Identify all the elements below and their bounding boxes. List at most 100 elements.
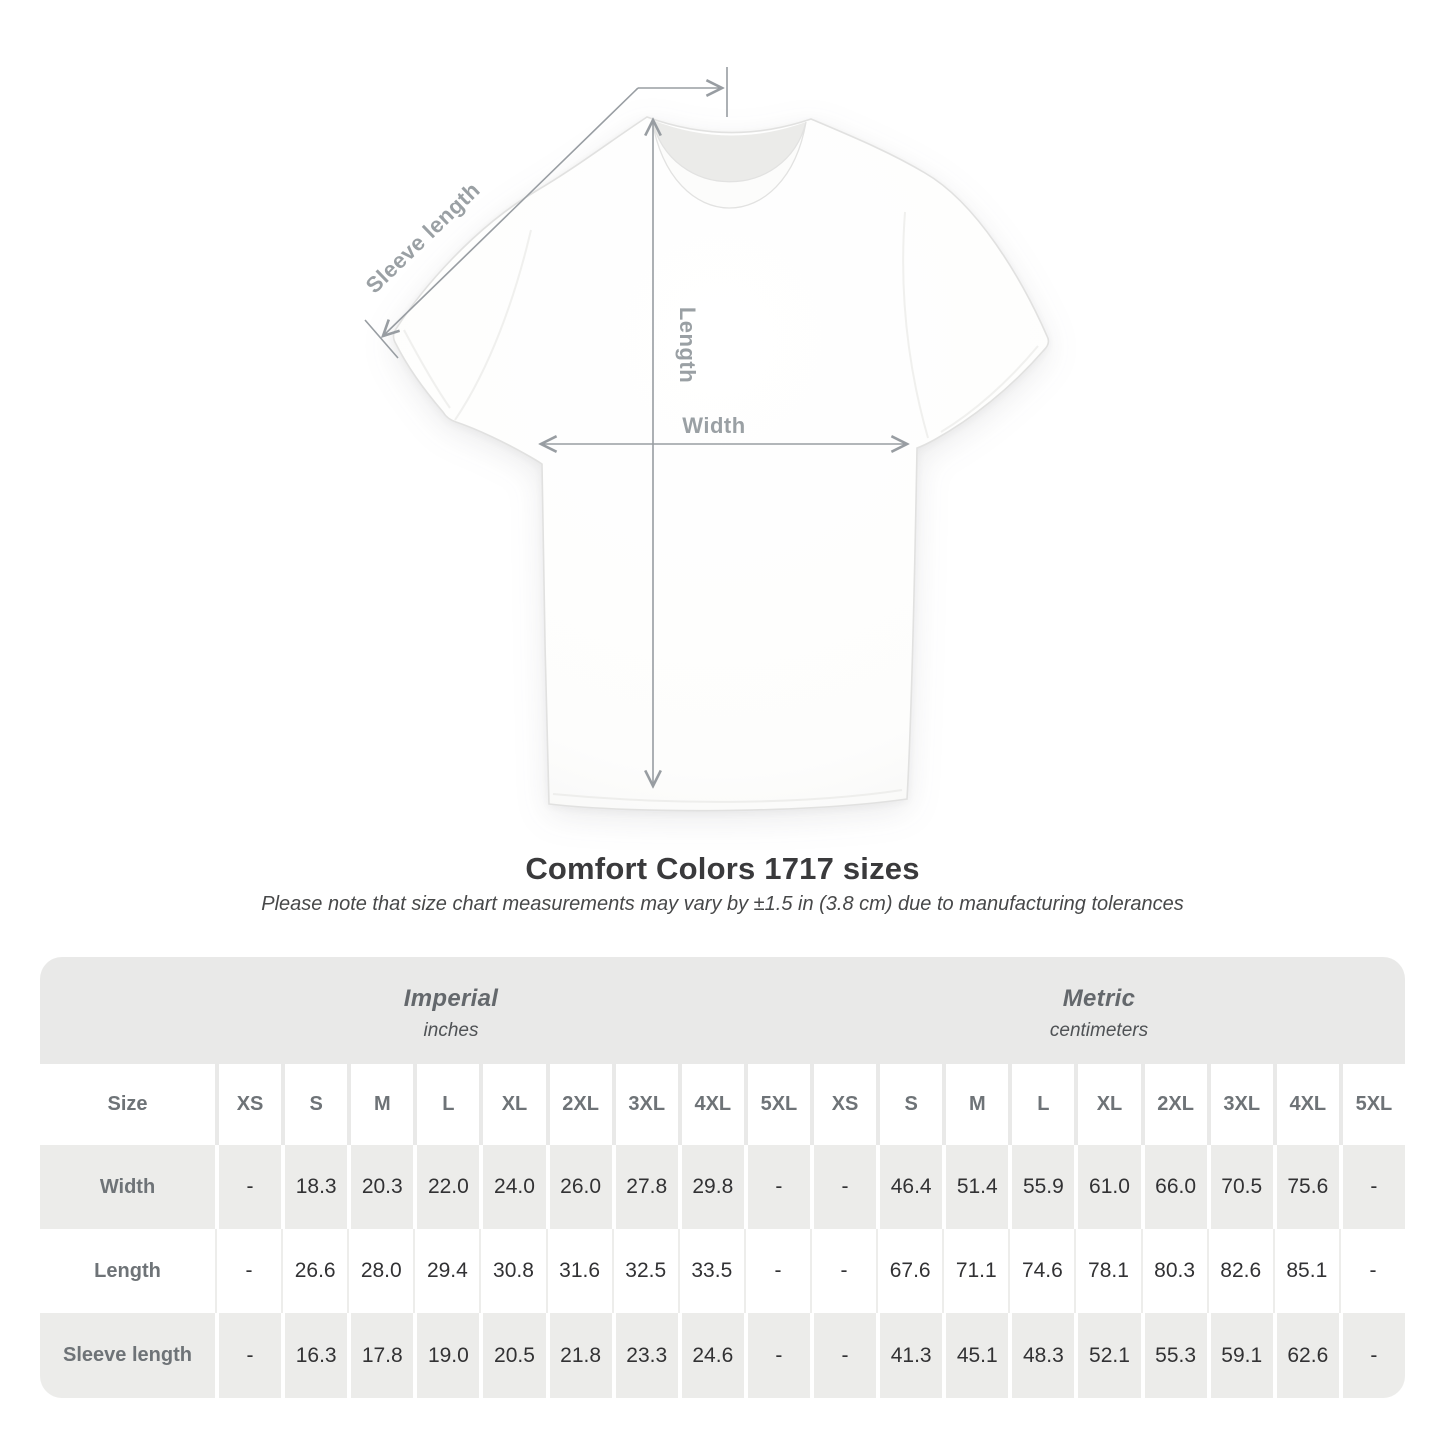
value-metric: 66.0 (1144, 1145, 1207, 1229)
size-col-imperial-5xl: 5XL (747, 1064, 810, 1145)
size-col-imperial-3xl: 3XL (615, 1064, 678, 1145)
size-col-metric-s: S (880, 1064, 943, 1145)
value-imperial: 29.4 (413, 1229, 480, 1313)
value-imperial: 28.0 (347, 1229, 414, 1313)
value-metric: - (813, 1145, 877, 1229)
right-armhole-seam (902, 211, 929, 439)
sleeve-end-tick (364, 319, 399, 359)
value-metric: 78.1 (1074, 1229, 1141, 1313)
value-imperial: - (215, 1229, 282, 1313)
value-imperial: - (219, 1145, 282, 1229)
row-label: Width (40, 1145, 215, 1229)
size-col-imperial-4xl: 4XL (681, 1064, 744, 1145)
right-sleeve-hem (940, 345, 1039, 433)
unit-group-imperial: Imperial inches (404, 957, 498, 1064)
metric-unit: centimeters (1049, 1020, 1149, 1041)
value-imperial: 24.0 (483, 1145, 546, 1229)
value-metric: 75.6 (1276, 1145, 1339, 1229)
page-title: Comfort Colors 1717 sizes (525, 851, 920, 886)
tshirt-graphic (392, 116, 1050, 812)
value-metric: - (1338, 1229, 1405, 1313)
value-metric: 80.3 (1140, 1229, 1207, 1313)
value-imperial: 20.5 (483, 1313, 546, 1398)
size-col-metric-m: M (946, 1064, 1009, 1145)
value-imperial: 16.3 (285, 1313, 348, 1398)
value-imperial: - (747, 1313, 810, 1398)
value-imperial: 21.8 (549, 1313, 612, 1398)
left-sleeve-hem (403, 329, 451, 409)
value-imperial: 32.5 (611, 1229, 678, 1313)
value-metric: - (813, 1313, 877, 1398)
size-col-imperial-m: M (351, 1064, 414, 1145)
value-imperial: 26.6 (281, 1229, 348, 1313)
value-imperial: 23.3 (615, 1313, 678, 1398)
value-metric: - (1342, 1313, 1405, 1398)
unit-header-band: Imperial inches Metric centimeters (40, 957, 1405, 1064)
imperial-label: Imperial (403, 985, 499, 1012)
size-col-imperial-xs: XS (219, 1064, 282, 1145)
value-metric: 51.4 (946, 1145, 1009, 1229)
neck-opening (652, 120, 806, 182)
dimension-lines (364, 67, 907, 786)
size-header-label: Size (40, 1064, 215, 1145)
value-imperial: 30.8 (479, 1229, 546, 1313)
value-metric: 55.3 (1144, 1313, 1207, 1398)
tshirt-measurement-diagram: Sleeve length Length Width (361, 67, 1050, 812)
size-col-imperial-2xl: 2XL (549, 1064, 612, 1145)
size-table: Imperial inches Metric centimeters Size X… (40, 957, 1405, 1398)
value-imperial: 27.8 (615, 1145, 678, 1229)
value-imperial: - (219, 1313, 282, 1398)
value-metric: 74.6 (1008, 1229, 1075, 1313)
size-col-metric-4xl: 4XL (1276, 1064, 1339, 1145)
metric-label: Metric (1062, 985, 1136, 1012)
value-imperial: 18.3 (285, 1145, 348, 1229)
size-col-imperial-s: S (285, 1064, 348, 1145)
size-col-metric-3xl: 3XL (1210, 1064, 1273, 1145)
value-imperial: 33.5 (677, 1229, 744, 1313)
value-metric: 52.1 (1078, 1313, 1141, 1398)
value-metric: - (1342, 1145, 1405, 1229)
tshirt-silhouette (392, 116, 1050, 812)
row-label: Length (40, 1229, 215, 1313)
value-imperial: 22.0 (417, 1145, 480, 1229)
value-metric: 85.1 (1272, 1229, 1339, 1313)
value-metric: 61.0 (1078, 1145, 1141, 1229)
value-imperial: 26.0 (549, 1145, 612, 1229)
size-table-rows: Size XS S M L XL 2XL 3XL 4XL 5XL XS S M L XL 2XL 3XL 4XL 5… (40, 1064, 1405, 1398)
sleeve-dimension-diagonal (383, 87, 639, 336)
bottom-hem-stitch (552, 789, 903, 803)
length-label: Length (675, 307, 700, 383)
size-col-metric-xl: XL (1078, 1064, 1141, 1145)
measurement-row-length: Length -26.6 28.0 29.4 30.8 31.6 32.5 33.5- -67.… (40, 1229, 1405, 1313)
value-imperial: - (743, 1229, 810, 1313)
measurement-row-width: Width -18.3 20.3 22.0 24.0 26.0 27.8 29.8- -46.4… (40, 1145, 1405, 1229)
value-imperial: 17.8 (351, 1313, 414, 1398)
size-col-metric-5xl: 5XL (1342, 1064, 1405, 1145)
value-metric: 46.4 (880, 1145, 943, 1229)
value-metric: 41.3 (880, 1313, 943, 1398)
value-imperial: 29.8 (681, 1145, 744, 1229)
value-metric: 55.9 (1012, 1145, 1075, 1229)
measurement-row-sleeve-length: Sleeve length -16.3 17.8 19.0 20.5 21.8 23.3 24… (40, 1313, 1405, 1398)
value-imperial: - (747, 1145, 810, 1229)
value-metric: 82.6 (1206, 1229, 1273, 1313)
left-armhole-seam (454, 229, 532, 421)
size-col-metric-2xl: 2XL (1144, 1064, 1207, 1145)
size-col-imperial-xl: XL (483, 1064, 546, 1145)
value-metric: 67.6 (876, 1229, 943, 1313)
imperial-unit: inches (423, 1020, 479, 1041)
value-metric: 59.1 (1210, 1313, 1273, 1398)
value-imperial: 31.6 (545, 1229, 612, 1313)
value-metric: 71.1 (942, 1229, 1009, 1313)
value-imperial: 24.6 (681, 1313, 744, 1398)
size-col-imperial-l: L (417, 1064, 480, 1145)
value-metric: 62.6 (1276, 1313, 1339, 1398)
width-label: Width (682, 413, 745, 438)
collar-band (651, 119, 807, 209)
value-imperial: 20.3 (351, 1145, 414, 1229)
value-metric: 45.1 (946, 1313, 1009, 1398)
value-metric: 70.5 (1210, 1145, 1273, 1229)
size-col-metric-l: L (1012, 1064, 1075, 1145)
size-header-row: Size XS S M L XL 2XL 3XL 4XL 5XL XS S M L XL 2XL 3XL 4XL 5… (40, 1064, 1405, 1145)
